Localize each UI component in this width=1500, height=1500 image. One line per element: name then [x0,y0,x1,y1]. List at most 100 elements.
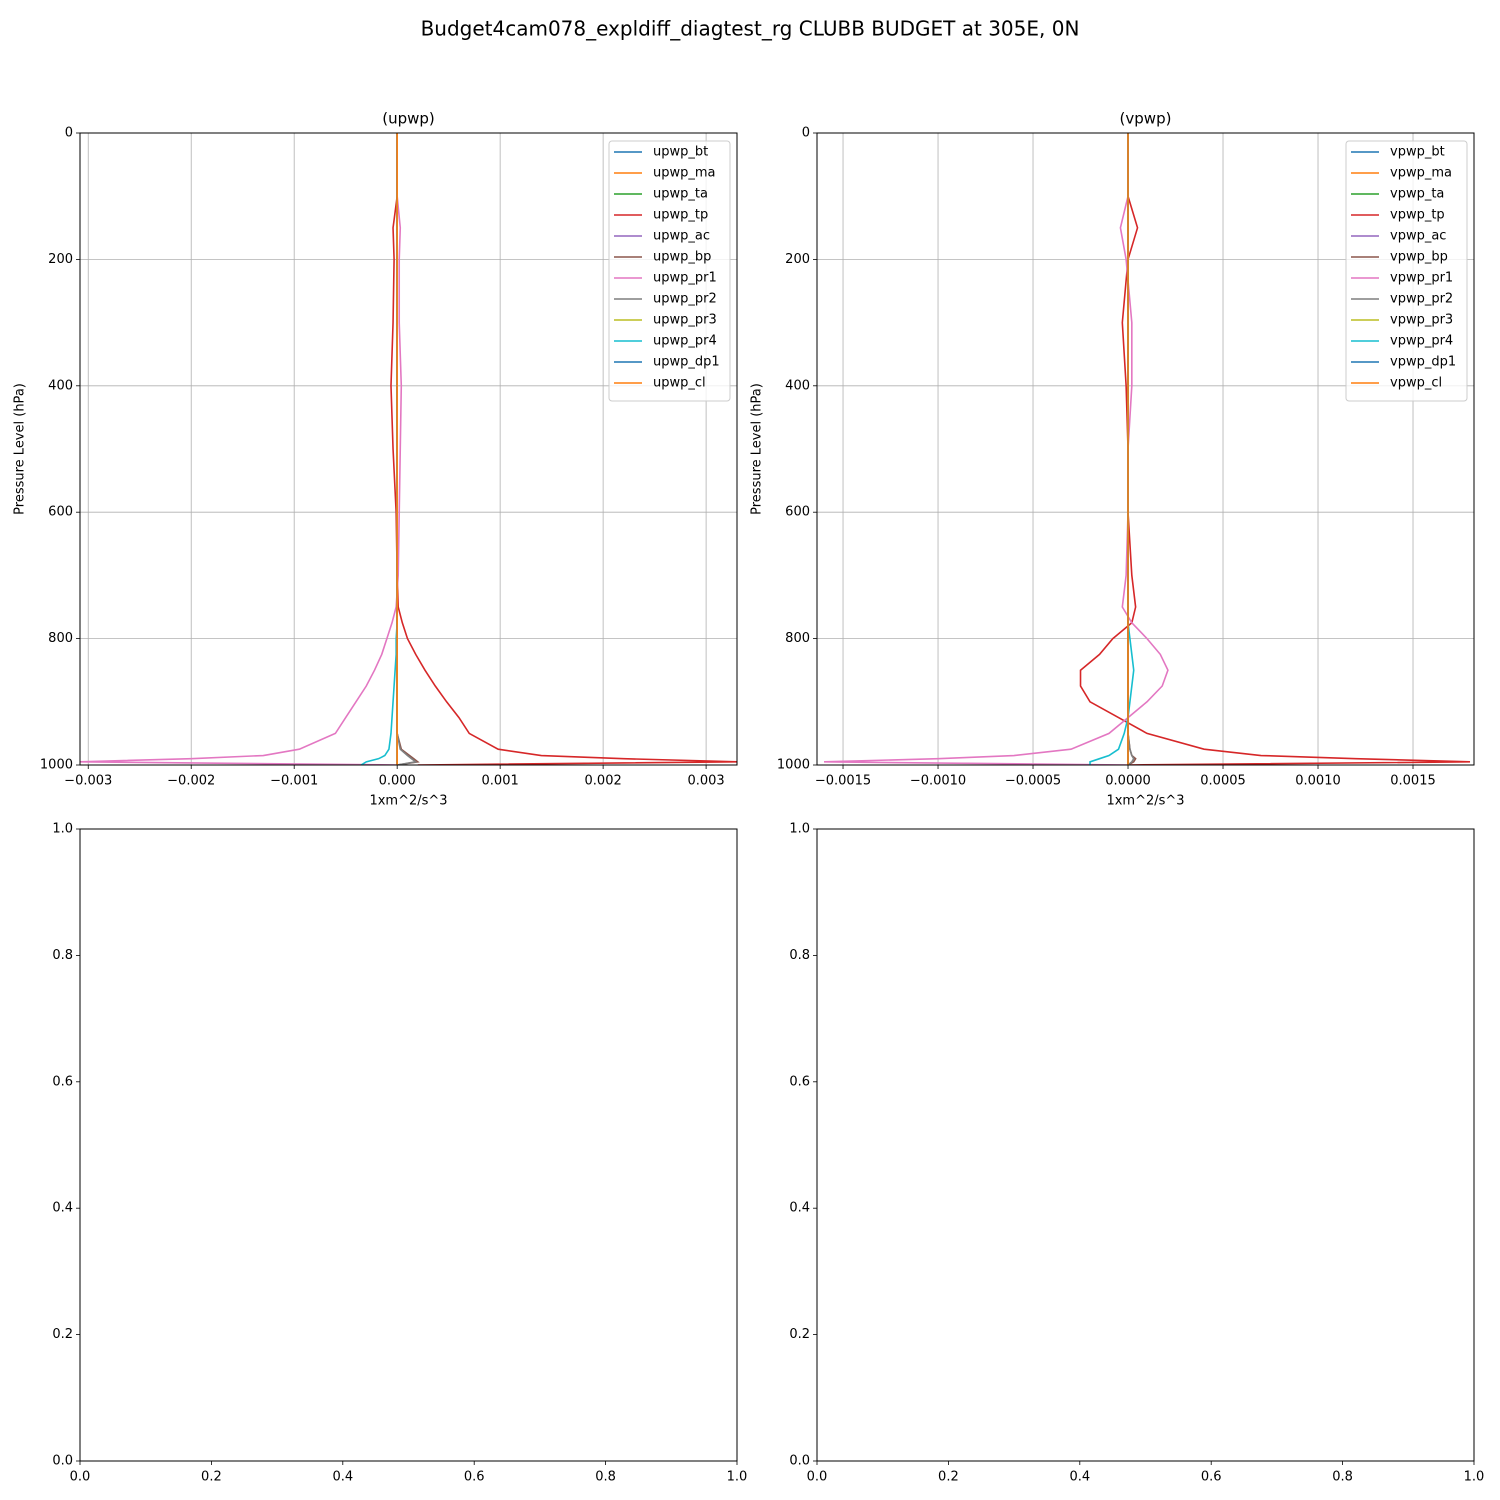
y-axis-label: Pressure Level (hPa) [750,383,765,515]
legend-label: vpwp_pr3 [1390,313,1453,328]
legend-label: vpwp_ma [1390,166,1452,181]
y-tick-label: 0.2 [52,1327,73,1342]
x-tick-label: 0.0 [70,1470,91,1485]
series-line [1089,133,1135,765]
axes-frame [79,828,738,1462]
y-tick-label: 0.6 [52,1074,73,1089]
x-axis-label: 1xm^2/s^3 [369,794,447,809]
legend-label: upwp_ma [653,166,716,181]
y-tick-label: 1000 [777,758,810,773]
legend-label: upwp_bt [653,145,708,160]
x-tick-label: 0.4 [332,1470,353,1485]
x-tick-label: 0.8 [1332,1470,1353,1485]
x-tick-label: 0.8 [595,1470,616,1485]
x-tick-label: −0.003 [64,774,112,789]
series-line [390,133,737,765]
y-tick-label: 200 [785,252,810,267]
subplot: −0.003 −0.002 −0.001 0.000 0.001 0.002 0.003 0 2… [13,110,738,809]
x-tick-label: 0.0 [807,1470,828,1485]
legend-label: upwp_dp1 [653,355,720,370]
y-tick-label: 1000 [40,758,73,773]
x-tick-label: −0.001 [270,774,318,789]
subplot: −0.0015 −0.0010 −0.0005 0.0000 0.0005 0.0010 0… [750,110,1475,809]
y-tick-label: 600 [785,505,810,520]
legend-label: vpwp_dp1 [1390,355,1456,370]
y-tick-label: 200 [48,252,73,267]
y-tick-label: 600 [48,505,73,520]
subplot-title: (upwp) [382,110,435,128]
series-line [1127,133,1135,765]
y-axis-label: Pressure Level (hPa) [13,383,28,515]
legend-label: upwp_pr2 [653,292,717,307]
y-tick-label: 0.0 [789,1454,810,1469]
axes-frame [79,132,738,766]
x-tick-label: 0.0005 [1200,774,1246,789]
x-tick-label: 0.6 [1201,1470,1222,1485]
series-line [80,133,403,765]
y-tick-label: 0 [802,126,810,141]
legend-label: upwp_pr3 [653,313,717,328]
x-axis-label: 1xm^2/s^3 [1106,794,1184,809]
x-tick-label: 0.0000 [1105,774,1151,789]
y-tick-label: 1.0 [789,822,810,837]
legend-label: vpwp_tp [1390,208,1445,223]
y-tick-label: 400 [48,378,73,393]
y-tick-label: 1.0 [52,822,73,837]
legend-label: upwp_pr1 [653,271,717,286]
legend-label: upwp_ac [653,229,710,244]
legend-label: vpwp_cl [1390,376,1442,391]
legend-label: vpwp_ta [1390,187,1444,202]
x-tick-label: 0.6 [464,1470,485,1485]
x-tick-label: 0.000 [379,774,416,789]
y-tick-label: 400 [785,378,810,393]
subplot: 0.0 0.2 0.4 0.6 0.8 1.0 0.0 0.2 0.4 0.6 0.8 1.0 [789,822,1484,1485]
y-tick-label: 0.0 [52,1454,73,1469]
subplot-title: (vpwp) [1120,110,1172,128]
legend: vpwp_bt vpwp_ma vpwp_ta vpwp_tp vpwp_ac vpwp_… [1345,140,1468,402]
subplot: 0.0 0.2 0.4 0.6 0.8 1.0 0.0 0.2 0.4 0.6 0.8 1.0 [52,822,747,1485]
legend-label: vpwp_bp [1390,250,1448,265]
x-tick-label: −0.002 [167,774,215,789]
legend-label: vpwp_pr4 [1390,334,1453,349]
series-line [824,133,1169,765]
x-tick-label: 0.2 [938,1470,959,1485]
x-tick-label: 0.003 [687,774,724,789]
legend-box [1345,140,1468,402]
legend-label: upwp_bp [653,250,711,265]
axes-frame [816,828,1475,1462]
y-tick-label: 800 [48,631,73,646]
y-tick-label: 0.4 [789,1201,810,1216]
y-tick-label: 0.8 [789,948,810,963]
legend-label: upwp_pr4 [653,334,717,349]
y-tick-label: 0.8 [52,948,73,963]
series-line [360,133,398,765]
legend-label: vpwp_pr1 [1390,271,1453,286]
legend-label: upwp_ta [653,187,708,202]
x-tick-label: 1.0 [1464,1470,1485,1485]
legend-label: upwp_tp [653,208,708,223]
x-tick-label: 0.002 [585,774,622,789]
y-tick-label: 0.6 [789,1074,810,1089]
x-tick-label: −0.0010 [910,774,966,789]
x-tick-label: 1.0 [727,1470,748,1485]
figure-title: Budget4cam078_expldiff_diagtest_rg CLUBB… [421,17,1080,41]
legend-label: upwp_cl [653,376,706,391]
x-tick-label: −0.0005 [1005,774,1061,789]
axes-frame [816,132,1475,766]
y-tick-label: 800 [785,631,810,646]
legend-label: vpwp_ac [1390,229,1446,244]
legend-label: vpwp_bt [1390,145,1445,160]
x-tick-label: 0.0010 [1295,774,1341,789]
x-tick-label: 0.2 [201,1470,222,1485]
series-line [1079,133,1471,765]
x-tick-label: 0.0015 [1390,774,1436,789]
x-tick-label: −0.0015 [815,774,871,789]
y-tick-label: 0.2 [789,1327,810,1342]
x-tick-label: 0.001 [482,774,519,789]
x-tick-label: 0.4 [1069,1470,1090,1485]
legend-label: vpwp_pr2 [1390,292,1453,307]
y-tick-label: 0.4 [52,1201,73,1216]
legend: upwp_bt upwp_ma upwp_ta upwp_tp upwp_ac upwp_… [608,140,731,402]
